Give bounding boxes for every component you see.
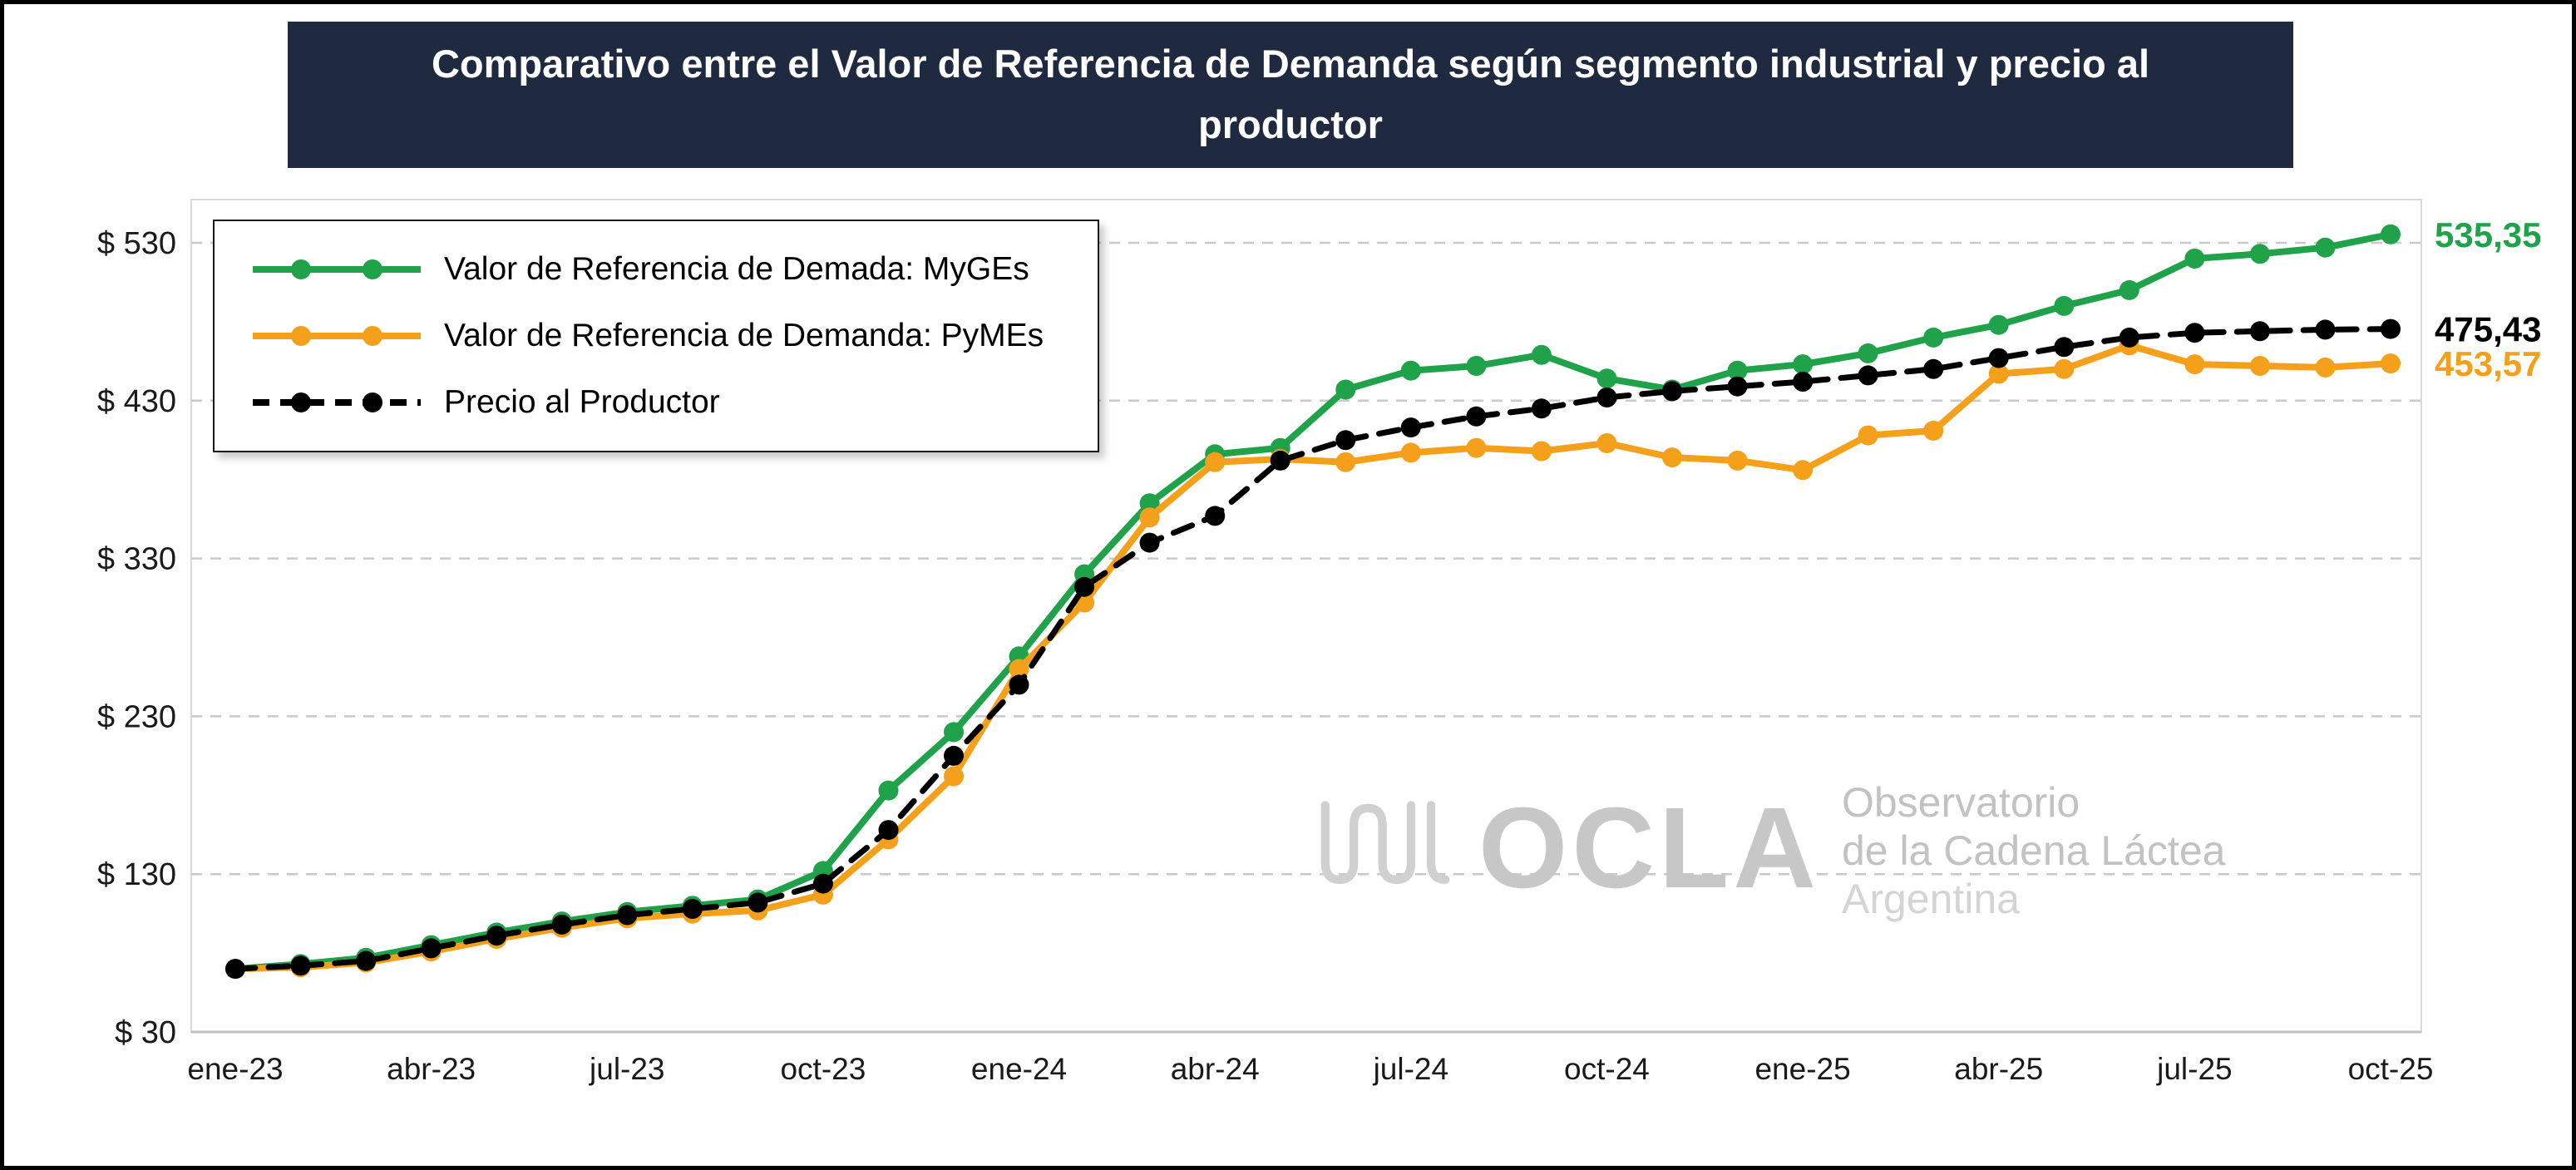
ocla-watermark: OCLA Observatorio de la Cadena Láctea Ar… xyxy=(1314,773,2225,923)
svg-text:$ 330: $ 330 xyxy=(97,542,176,577)
svg-text:$ 430: $ 430 xyxy=(97,384,176,419)
svg-text:abr-24: abr-24 xyxy=(1171,1052,1260,1086)
svg-text:jul-23: jul-23 xyxy=(589,1052,665,1086)
ocla-descriptor: Observatorio de la Cadena Láctea Argenti… xyxy=(1842,773,2225,923)
svg-text:jul-25: jul-25 xyxy=(2156,1052,2233,1086)
svg-text:oct-24: oct-24 xyxy=(1564,1052,1650,1086)
legend-item-myges: Valor de Referencia de Demada: MyGEs xyxy=(249,251,1098,288)
svg-text:ene-24: ene-24 xyxy=(971,1052,1067,1086)
svg-text:jul-24: jul-24 xyxy=(1373,1052,1449,1086)
legend-label-productor: Precio al Productor xyxy=(444,384,720,420)
legend-label-pymes: Valor de Referencia de Demanda: PyMEs xyxy=(444,318,1044,353)
legend-item-pymes: Valor de Referencia de Demanda: PyMEs xyxy=(249,318,1098,354)
productor-series-marker xyxy=(249,386,424,419)
ocla-brand-text: OCLA xyxy=(1478,784,1820,912)
legend-item-productor: Precio al Productor xyxy=(249,384,1098,421)
ocla-logo-icon xyxy=(1320,801,1450,885)
chart-title: Comparativo entre el Valor de Referencia… xyxy=(288,22,2293,168)
svg-text:$ 530: $ 530 xyxy=(97,226,176,261)
svg-text:$ 30: $ 30 xyxy=(115,1015,176,1050)
svg-text:ene-23: ene-23 xyxy=(187,1052,283,1086)
svg-text:453,57: 453,57 xyxy=(2435,344,2541,383)
svg-text:535,35: 535,35 xyxy=(2435,215,2541,254)
ocla-descriptor-line2: de la Cadena Láctea xyxy=(1841,827,2226,874)
myges-series-marker xyxy=(249,253,424,286)
svg-text:ene-25: ene-25 xyxy=(1754,1052,1850,1086)
ocla-descriptor-line3: Argentina xyxy=(1841,876,2021,922)
svg-text:$ 230: $ 230 xyxy=(97,699,176,734)
legend-label-myges: Valor de Referencia de Demada: MyGEs xyxy=(444,251,1029,287)
svg-text:abr-25: abr-25 xyxy=(1954,1052,2043,1086)
svg-text:oct-25: oct-25 xyxy=(2348,1052,2434,1086)
svg-text:oct-23: oct-23 xyxy=(780,1052,866,1086)
svg-text:$ 130: $ 130 xyxy=(97,857,176,892)
legend: Valor de Referencia de Demada: MyGEs Val… xyxy=(213,220,1099,452)
svg-text:abr-23: abr-23 xyxy=(387,1052,476,1086)
ocla-descriptor-line1: Observatorio xyxy=(1841,779,2080,826)
pymes-series-marker xyxy=(249,319,424,353)
svg-text:475,43: 475,43 xyxy=(2435,310,2541,349)
